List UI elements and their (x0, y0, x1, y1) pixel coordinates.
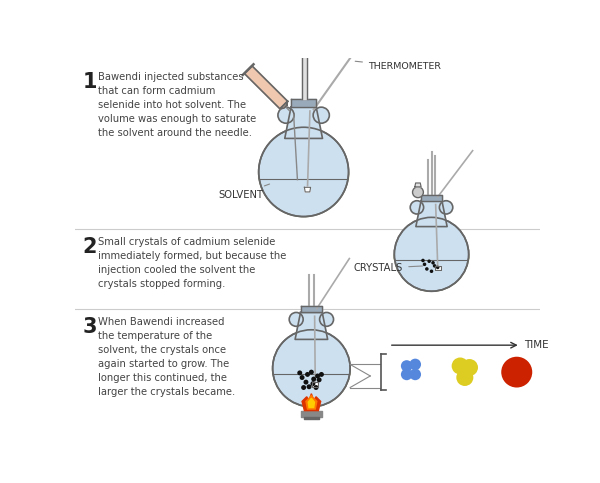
Circle shape (431, 261, 435, 265)
Circle shape (310, 381, 316, 386)
Circle shape (501, 357, 532, 387)
Circle shape (317, 377, 322, 382)
Circle shape (425, 267, 428, 270)
Circle shape (315, 373, 320, 379)
Circle shape (272, 330, 350, 407)
Polygon shape (244, 66, 287, 109)
Circle shape (307, 384, 311, 389)
Circle shape (457, 369, 473, 386)
Circle shape (313, 107, 329, 123)
Circle shape (401, 369, 413, 380)
Circle shape (452, 357, 469, 374)
Circle shape (319, 372, 324, 377)
Polygon shape (259, 172, 349, 216)
Text: 2: 2 (83, 237, 97, 256)
Circle shape (421, 259, 425, 262)
Text: CRYSTALS: CRYSTALS (354, 263, 422, 273)
Text: THERMOMETER: THERMOMETER (355, 61, 441, 71)
Circle shape (320, 313, 334, 327)
Polygon shape (295, 313, 328, 340)
Polygon shape (280, 101, 287, 109)
Text: 1: 1 (83, 72, 97, 92)
Circle shape (278, 107, 294, 123)
Circle shape (401, 360, 413, 372)
Circle shape (314, 385, 319, 390)
Circle shape (410, 201, 424, 214)
Text: SOLVENT: SOLVENT (218, 184, 269, 199)
Polygon shape (308, 398, 314, 408)
Circle shape (299, 375, 305, 380)
Polygon shape (285, 107, 323, 139)
Text: TIME: TIME (524, 340, 548, 350)
Polygon shape (306, 395, 317, 409)
Text: When Bawendi increased
the temperature of the
solvent, the crystals once
again s: When Bawendi increased the temperature o… (98, 317, 235, 397)
Circle shape (461, 359, 478, 376)
Circle shape (394, 217, 469, 291)
Circle shape (409, 359, 421, 370)
Polygon shape (312, 382, 319, 387)
Text: STABILISING GAS: STABILISING GAS (0, 482, 1, 483)
Text: 3: 3 (83, 317, 97, 337)
Polygon shape (304, 187, 311, 192)
Circle shape (439, 201, 453, 214)
Circle shape (297, 370, 302, 375)
Polygon shape (434, 266, 441, 270)
Polygon shape (415, 183, 421, 187)
Text: Small crystals of cadmium selenide
immediately formed, but because the
injection: Small crystals of cadmium selenide immed… (98, 237, 287, 289)
Text: Bawendi injected substances
that can form cadmium
selenide into hot solvent. The: Bawendi injected substances that can for… (98, 72, 257, 138)
Circle shape (436, 266, 439, 269)
Circle shape (430, 270, 433, 273)
Polygon shape (302, 394, 320, 411)
Circle shape (409, 369, 421, 380)
Polygon shape (272, 368, 350, 407)
Polygon shape (416, 201, 447, 227)
Circle shape (259, 127, 349, 216)
Circle shape (301, 385, 306, 390)
Circle shape (311, 377, 316, 382)
Polygon shape (307, 44, 316, 53)
Circle shape (423, 263, 427, 266)
Polygon shape (394, 255, 469, 291)
Circle shape (304, 380, 308, 384)
Circle shape (433, 264, 436, 268)
Circle shape (427, 259, 431, 263)
Circle shape (289, 313, 303, 327)
Circle shape (413, 187, 424, 198)
Circle shape (305, 372, 310, 377)
Circle shape (309, 369, 314, 375)
